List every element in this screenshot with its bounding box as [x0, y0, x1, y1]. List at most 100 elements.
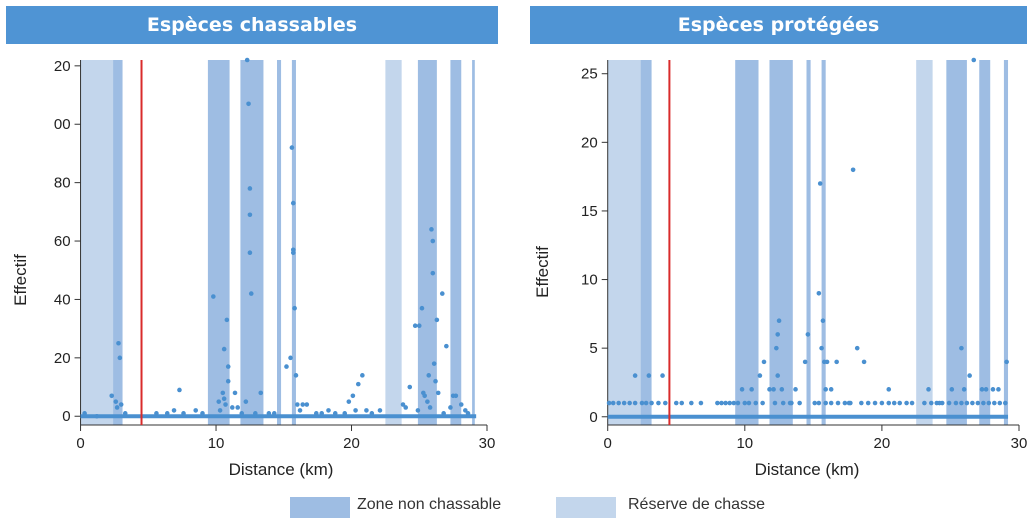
data-point-chassables	[164, 411, 170, 416]
data-point-protegees	[946, 400, 952, 406]
data-point-protegees	[679, 400, 685, 406]
legend-swatch-reserve-de-chasse	[556, 497, 616, 518]
data-point-chassables	[435, 390, 441, 396]
y-tick-label-protegees: 15	[581, 203, 598, 220]
data-point-protegees	[819, 345, 824, 351]
data-point-chassables	[118, 402, 124, 407]
non-chassable-band-protegees	[979, 60, 991, 425]
data-point-protegees	[961, 387, 967, 392]
non-chassable-band-chassables	[417, 60, 437, 425]
non-chassable-band-chassables	[240, 60, 264, 425]
data-point-protegees	[774, 345, 779, 351]
x-tick-label-protegees: 30	[1011, 435, 1028, 452]
data-point-protegees	[739, 387, 745, 392]
data-point-chassables	[217, 408, 223, 413]
data-point-protegees	[632, 400, 638, 406]
data-point-protegees	[789, 400, 794, 406]
data-point-chassables	[463, 408, 468, 413]
data-point-protegees	[771, 387, 776, 392]
legend-label-reserve-de-chasse: Réserve de chasse	[628, 496, 765, 513]
y-tick-label-protegees: 5	[589, 340, 597, 357]
data-point-chassables	[225, 364, 231, 369]
panel-title-chassables: Espèces chassables	[6, 6, 498, 44]
data-point-protegees	[823, 400, 828, 406]
data-point-protegees	[854, 345, 860, 351]
data-point-chassables	[332, 411, 338, 416]
data-point-chassables	[355, 381, 361, 387]
data-point-protegees	[761, 359, 767, 365]
data-point-protegees	[850, 167, 856, 173]
data-point-protegees	[824, 359, 830, 365]
data-point-protegees	[731, 400, 737, 406]
non-chassable-band-protegees	[640, 60, 652, 425]
non-chassable-band-protegees	[1003, 60, 1009, 425]
y-tick-label-chassables: 0	[62, 408, 70, 425]
data-point-chassables	[453, 393, 459, 399]
data-point-chassables	[271, 411, 277, 416]
non-chassable-band-chassables	[207, 60, 230, 425]
data-point-chassables	[224, 317, 230, 323]
data-point-protegees	[715, 400, 720, 406]
data-point-protegees	[606, 400, 612, 406]
data-point-protegees	[897, 400, 903, 406]
data-point-protegees	[767, 387, 772, 392]
y-axis-title-protegees: Effectif	[533, 246, 552, 298]
data-point-chassables	[439, 291, 445, 296]
data-point-protegees	[861, 359, 867, 365]
data-point-chassables	[221, 396, 227, 402]
data-point-chassables	[427, 405, 433, 410]
non-chassable-band-protegees	[769, 60, 793, 425]
data-point-protegees	[662, 400, 668, 406]
non-chassable-band-chassables	[450, 60, 462, 425]
data-point-protegees	[802, 359, 808, 365]
data-point-chassables	[364, 408, 369, 413]
data-point-chassables	[346, 399, 352, 404]
data-point-protegees	[632, 373, 638, 378]
non-chassable-band-chassables	[277, 60, 282, 425]
x-tick-label-chassables: 30	[479, 435, 496, 452]
data-point-chassables	[434, 317, 440, 323]
data-point-protegees	[649, 400, 654, 406]
data-point-chassables	[377, 408, 383, 413]
data-point-chassables	[247, 186, 253, 191]
data-point-protegees	[886, 387, 892, 392]
x-tick-label-chassables: 10	[208, 435, 225, 452]
data-point-chassables	[171, 408, 177, 413]
data-point-chassables	[326, 408, 331, 413]
data-point-chassables	[415, 408, 421, 413]
data-point-chassables	[448, 405, 453, 410]
data-point-protegees	[828, 387, 834, 392]
non-chassable-band-protegees	[946, 60, 967, 425]
data-point-protegees	[779, 387, 785, 392]
data-point-chassables	[292, 305, 297, 311]
data-point-protegees	[820, 318, 826, 324]
data-point-chassables	[221, 346, 227, 352]
data-point-protegees	[953, 400, 959, 406]
data-point-protegees	[780, 400, 786, 406]
data-point-protegees	[775, 373, 781, 378]
data-point-chassables	[193, 408, 199, 413]
data-point-protegees	[816, 290, 822, 296]
reserve-band-chassables	[385, 60, 402, 425]
data-point-protegees	[621, 400, 627, 406]
data-point-protegees	[719, 400, 724, 406]
data-point-protegees	[698, 400, 704, 406]
data-point-protegees	[610, 400, 616, 406]
data-point-chassables	[403, 405, 409, 410]
data-point-chassables	[319, 411, 325, 416]
data-point-chassables	[304, 402, 310, 407]
data-point-protegees	[723, 400, 728, 406]
data-point-protegees	[959, 345, 964, 351]
data-point-chassables	[223, 402, 228, 407]
data-point-protegees	[656, 400, 661, 406]
y-tick-label-chassables: 40	[54, 291, 71, 308]
y-tick-label-chassables: 20	[54, 350, 71, 367]
data-point-chassables	[429, 227, 434, 232]
data-point-chassables	[342, 411, 348, 416]
data-point-chassables	[154, 411, 159, 416]
data-point-chassables	[412, 323, 418, 329]
charts-canvas: Effectif Distance (km) Effectif Distance…	[11, 57, 1028, 479]
legend-label-zone-non-chassable: Zone non chassable	[357, 496, 502, 513]
legend: Zone non chassable Réserve de chasse	[0, 494, 1032, 520]
data-point-chassables	[284, 364, 289, 369]
